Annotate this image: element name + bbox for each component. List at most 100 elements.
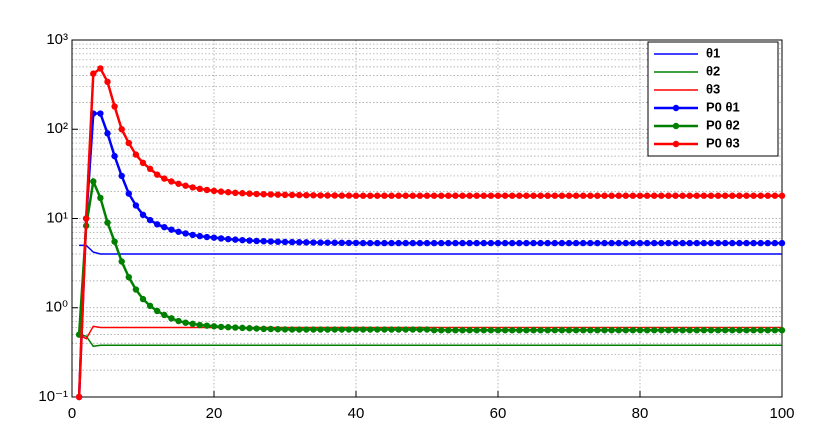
point-marker	[239, 236, 246, 244]
point-marker	[189, 320, 196, 328]
point-marker	[572, 192, 580, 199]
point-marker	[643, 239, 651, 247]
point-marker	[565, 192, 573, 199]
point-marker	[629, 192, 637, 199]
point-marker	[423, 239, 431, 247]
point-marker	[608, 192, 615, 199]
point-marker	[217, 188, 225, 195]
point-marker	[118, 126, 125, 133]
point-marker	[643, 327, 651, 334]
point-marker	[352, 326, 360, 333]
point-marker	[232, 189, 239, 197]
point-marker	[338, 192, 345, 199]
y-tick-label: 10¹	[46, 209, 68, 226]
point-marker	[494, 192, 502, 199]
point-marker	[601, 239, 608, 247]
point-marker	[530, 327, 537, 334]
point-marker	[580, 327, 587, 334]
point-marker	[757, 327, 764, 334]
point-marker	[686, 239, 693, 247]
point-marker	[778, 327, 786, 334]
point-marker	[509, 192, 516, 199]
legend-label: P0 θ3	[706, 135, 740, 150]
legend-marker	[672, 140, 680, 148]
point-marker	[296, 191, 303, 199]
point-marker	[232, 324, 239, 331]
legend-label: θ2	[706, 63, 720, 78]
point-marker	[232, 236, 239, 243]
point-marker	[125, 139, 132, 147]
point-marker	[736, 192, 743, 199]
point-marker	[317, 239, 324, 246]
point-marker	[764, 239, 771, 247]
point-marker	[537, 327, 544, 334]
point-marker	[558, 192, 566, 199]
point-marker	[700, 239, 708, 247]
point-marker	[409, 326, 416, 333]
point-marker	[594, 239, 601, 247]
point-marker	[452, 327, 459, 334]
point-marker	[338, 326, 345, 333]
point-marker	[501, 327, 509, 334]
point-marker	[608, 239, 615, 247]
point-marker	[636, 327, 644, 334]
point-marker	[466, 327, 473, 334]
point-marker	[260, 191, 267, 198]
point-marker	[402, 192, 409, 199]
point-marker	[253, 325, 260, 332]
point-marker	[601, 192, 608, 199]
point-marker	[260, 238, 267, 245]
x-tick-label: 80	[632, 405, 649, 422]
point-marker	[374, 239, 381, 247]
y-tick-label: 10⁰	[45, 299, 68, 316]
point-marker	[139, 211, 147, 219]
point-marker	[615, 192, 622, 199]
point-marker	[281, 326, 289, 333]
series-line	[78, 325, 782, 340]
point-marker	[580, 192, 587, 199]
point-marker	[246, 190, 253, 197]
point-marker	[274, 238, 282, 245]
point-marker	[274, 325, 282, 333]
point-marker	[423, 192, 431, 199]
point-marker	[587, 192, 594, 199]
point-marker	[246, 325, 253, 332]
point-marker	[111, 238, 118, 245]
point-marker	[388, 192, 395, 199]
point-marker	[750, 239, 757, 247]
point-marker	[161, 175, 168, 182]
point-marker	[757, 192, 764, 199]
point-marker	[196, 185, 203, 193]
point-marker	[324, 192, 331, 199]
point-marker	[374, 192, 381, 199]
point-marker	[331, 192, 338, 199]
point-marker	[771, 327, 779, 334]
legend-marker	[672, 104, 680, 112]
point-marker	[530, 239, 537, 247]
point-marker	[501, 239, 509, 247]
y-tick-label: 10⁻¹	[38, 388, 68, 405]
point-marker	[572, 327, 580, 334]
x-tick-label: 60	[490, 405, 507, 422]
point-marker	[381, 326, 388, 333]
point-marker	[487, 192, 495, 199]
x-tick-label: 20	[206, 405, 223, 422]
point-marker	[111, 152, 118, 160]
point-marker	[729, 192, 736, 199]
point-marker	[225, 189, 232, 196]
point-marker	[196, 321, 203, 329]
point-marker	[352, 192, 360, 199]
point-marker	[636, 239, 644, 247]
point-marker	[118, 258, 125, 265]
point-marker	[225, 235, 232, 243]
point-marker	[743, 239, 750, 247]
point-marker	[693, 192, 700, 199]
point-marker	[487, 239, 495, 247]
point-marker	[537, 192, 544, 199]
point-marker	[672, 239, 679, 247]
point-marker	[558, 239, 566, 247]
point-marker	[388, 326, 395, 333]
point-marker	[381, 239, 388, 247]
point-marker	[722, 239, 729, 247]
